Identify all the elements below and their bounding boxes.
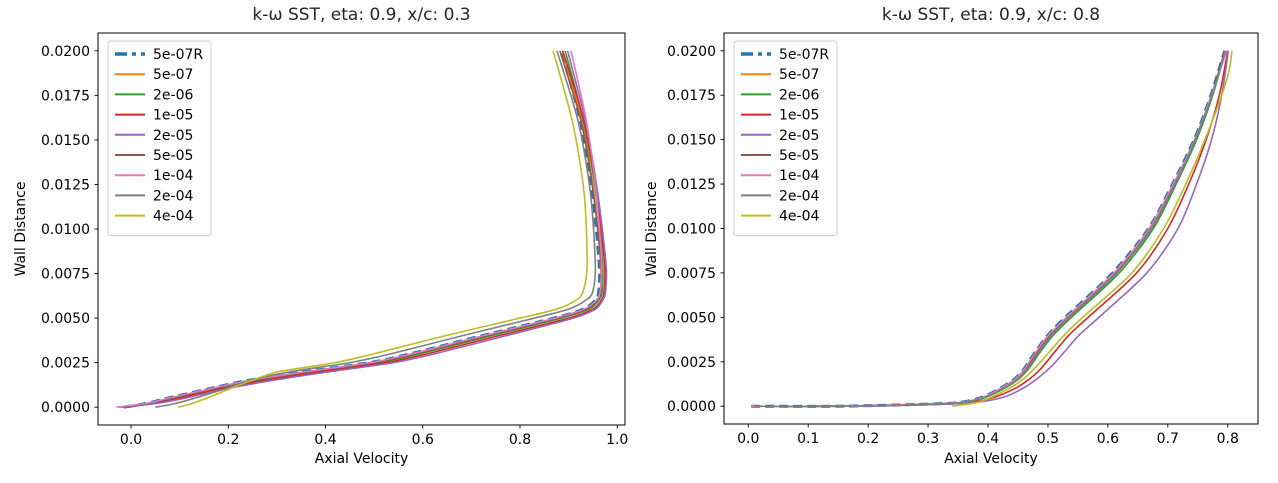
series-line-5e-05 bbox=[121, 50, 603, 408]
legend: 5e-07R 5e-07 2e-06 1e-05 2e-05 5e-05 1e-04 2e-0… bbox=[107, 40, 212, 237]
legend-label: 2e-04 bbox=[153, 188, 193, 204]
legend-label: 2e-05 bbox=[779, 128, 819, 144]
legend-label: 1e-05 bbox=[779, 108, 819, 124]
left-plot-title: k-ω SST, eta: 0.9, x/c: 0.3 bbox=[252, 5, 471, 25]
y-tick-label: 0.0100 bbox=[667, 222, 716, 238]
y-tick-label: 0.0025 bbox=[41, 356, 90, 372]
legend-item: 2e-05 bbox=[741, 128, 819, 144]
y-tick-label: 0.0150 bbox=[667, 133, 716, 149]
x-tick-label: 0.2 bbox=[217, 432, 239, 448]
series-line-1e-04 bbox=[116, 50, 603, 408]
y-tick-label: 0.0200 bbox=[667, 44, 716, 60]
x-tick-label: 0.1 bbox=[797, 431, 819, 447]
x-tick-label: 0.6 bbox=[412, 432, 434, 448]
legend-item: 5e-07 bbox=[741, 67, 819, 83]
y-tick-label: 0.0050 bbox=[41, 311, 90, 327]
x-tick-label: 0.7 bbox=[1157, 431, 1179, 447]
x-tick-label: 0.4 bbox=[314, 432, 336, 448]
legend-item: 4e-04 bbox=[115, 209, 193, 225]
legend-label: 2e-04 bbox=[779, 188, 819, 204]
legend-item: 2e-05 bbox=[115, 128, 193, 144]
legend-item: 2e-04 bbox=[741, 188, 819, 204]
x-tick-label: 0.0 bbox=[737, 431, 759, 447]
legend-label: 5e-07R bbox=[153, 47, 203, 63]
right-plot: 0.0 0.1 0.2 0.3 0.4 0.5 0.6 0.7 0.8 0.0000 0.0025 0… bbox=[667, 32, 1259, 447]
left-plot-ylabel: Wall Distance bbox=[13, 181, 29, 277]
y-tick-label: 0.0025 bbox=[667, 355, 716, 371]
legend-label: 5e-07 bbox=[779, 67, 819, 83]
series-group bbox=[116, 50, 608, 409]
series-line-2e-04 bbox=[754, 50, 1227, 408]
legend-item: 2e-06 bbox=[115, 87, 193, 103]
legend: 5e-07R 5e-07 2e-06 1e-05 2e-05 5e-05 1e-04 2e-0… bbox=[733, 40, 838, 237]
y-tick-label: 0.0175 bbox=[667, 88, 716, 104]
legend-item: 1e-04 bbox=[741, 168, 819, 184]
legend-item: 5e-05 bbox=[115, 148, 193, 164]
y-tick-label: 0.0150 bbox=[41, 133, 90, 149]
legend-label: 5e-05 bbox=[779, 148, 819, 164]
series-line-4e-04 bbox=[178, 50, 588, 408]
series-line-2e-04 bbox=[155, 50, 597, 408]
y-tick-label: 0.0125 bbox=[41, 177, 90, 193]
y-tick-label: 0.0050 bbox=[667, 310, 716, 326]
legend-label: 1e-05 bbox=[153, 108, 193, 124]
left-plot: 0.0 0.2 0.4 0.6 0.8 1.0 0.0000 0.0025 0.0050 0.00… bbox=[41, 32, 628, 448]
y-tick-label: 0.0200 bbox=[41, 44, 90, 60]
legend-label: 2e-06 bbox=[153, 87, 193, 103]
right-plot-ylabel: Wall Distance bbox=[644, 181, 660, 277]
y-tick-label: 0.0125 bbox=[667, 177, 716, 193]
legend-box bbox=[733, 40, 838, 237]
y-tick-label: 0.0175 bbox=[41, 88, 90, 104]
legend-label: 1e-04 bbox=[779, 168, 819, 184]
y-tick-label: 0.0000 bbox=[41, 400, 90, 416]
right-plot-xlabel: Axial Velocity bbox=[944, 451, 1038, 467]
legend-label: 2e-05 bbox=[153, 128, 193, 144]
x-tick-label: 0.5 bbox=[1037, 431, 1059, 447]
x-tick-label: 0.0 bbox=[120, 432, 142, 448]
x-tick-label: 0.6 bbox=[1097, 431, 1119, 447]
left-plot-xlabel: Axial Velocity bbox=[314, 451, 409, 467]
legend-item: 1e-05 bbox=[741, 108, 819, 124]
legend-label: 2e-06 bbox=[779, 87, 819, 103]
legend-item: 5e-05 bbox=[741, 148, 819, 164]
legend-item: 2e-06 bbox=[741, 87, 819, 103]
legend-label: 4e-04 bbox=[779, 209, 819, 225]
legend-item: 5e-07R bbox=[115, 47, 203, 63]
x-tick-label: 0.3 bbox=[917, 431, 939, 447]
legend-item: 1e-05 bbox=[115, 108, 193, 124]
legend-item: 4e-04 bbox=[741, 209, 819, 225]
legend-box bbox=[107, 40, 212, 237]
legend-item: 1e-04 bbox=[115, 168, 193, 184]
x-tick-label: 0.4 bbox=[977, 431, 999, 447]
y-tick-label: 0.0000 bbox=[667, 399, 716, 415]
legend-label: 4e-04 bbox=[153, 209, 193, 225]
legend-label: 5e-07R bbox=[779, 47, 829, 63]
y-tick-label: 0.0100 bbox=[41, 222, 90, 238]
x-tick-label: 0.8 bbox=[509, 432, 531, 448]
x-tick-label: 0.8 bbox=[1217, 431, 1239, 447]
series-line-1e-05 bbox=[123, 50, 606, 408]
right-plot-title: k-ω SST, eta: 0.9, x/c: 0.8 bbox=[881, 5, 1101, 25]
y-tick-label: 0.0075 bbox=[667, 266, 716, 282]
legend-item: 5e-07 bbox=[115, 67, 193, 83]
x-tick-label: 0.2 bbox=[857, 431, 879, 447]
legend-item: 2e-04 bbox=[115, 188, 193, 204]
series-line-4e-04 bbox=[951, 50, 1233, 408]
y-tick-label: 0.0075 bbox=[41, 267, 90, 283]
legend-label: 5e-07 bbox=[153, 67, 193, 83]
axes-spines bbox=[723, 32, 1259, 425]
x-tick-label: 1.0 bbox=[606, 432, 628, 448]
series-group bbox=[751, 50, 1233, 408]
legend-label: 5e-05 bbox=[153, 148, 193, 164]
axes-spines bbox=[97, 32, 626, 426]
legend-item: 5e-07R bbox=[741, 47, 829, 63]
legend-label: 1e-04 bbox=[153, 168, 193, 184]
